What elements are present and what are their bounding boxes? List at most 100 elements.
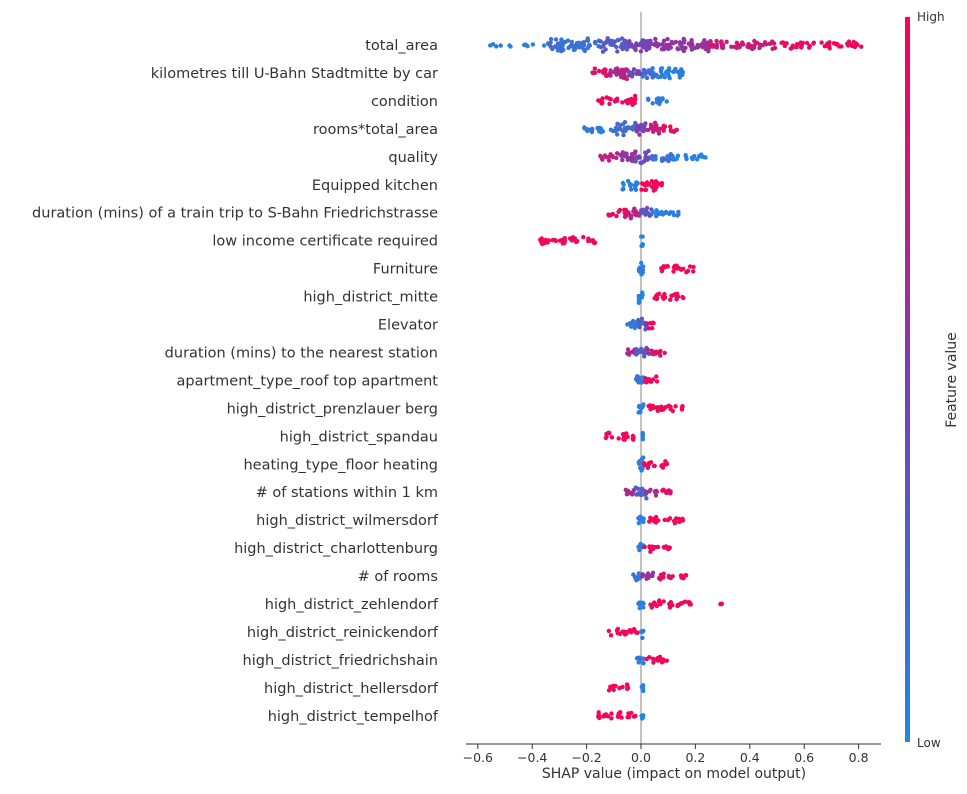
data-point bbox=[640, 574, 645, 579]
data-point bbox=[634, 129, 639, 134]
data-point bbox=[655, 209, 660, 215]
data-point bbox=[540, 241, 545, 247]
data-point bbox=[699, 152, 704, 157]
data-point bbox=[650, 210, 655, 215]
data-point bbox=[668, 297, 673, 302]
data-point bbox=[593, 41, 598, 46]
data-point bbox=[691, 269, 696, 274]
feature-label: low income certificate required bbox=[212, 234, 438, 250]
data-point bbox=[651, 660, 656, 665]
data-point bbox=[649, 68, 654, 73]
data-point bbox=[622, 44, 627, 49]
data-point bbox=[673, 520, 678, 525]
data-point bbox=[606, 158, 612, 163]
data-point bbox=[626, 69, 631, 74]
data-point bbox=[637, 154, 642, 160]
data-point bbox=[677, 75, 682, 80]
data-point bbox=[827, 40, 832, 45]
data-point bbox=[656, 656, 661, 661]
data-point bbox=[573, 239, 579, 245]
data-point bbox=[673, 66, 678, 72]
data-point bbox=[668, 491, 673, 496]
data-point bbox=[641, 71, 646, 76]
data-point bbox=[674, 294, 680, 299]
data-point bbox=[561, 47, 566, 53]
data-point bbox=[603, 712, 609, 717]
data-point bbox=[845, 41, 850, 46]
data-point bbox=[849, 42, 854, 48]
feature-label: kilometres till U-Bahn Stadtmitte by car bbox=[151, 66, 438, 82]
x-tick-label: 0.0 bbox=[631, 750, 651, 765]
data-point bbox=[639, 468, 644, 473]
data-point bbox=[639, 379, 644, 384]
data-point bbox=[650, 326, 655, 331]
data-point bbox=[662, 350, 667, 356]
data-point bbox=[660, 488, 665, 493]
feature-label: high_district_zehlendorf bbox=[265, 597, 439, 613]
data-point bbox=[674, 156, 679, 162]
data-point bbox=[658, 99, 663, 104]
data-point bbox=[621, 186, 626, 192]
data-point bbox=[770, 39, 775, 44]
feature-row-points bbox=[636, 402, 685, 415]
data-point bbox=[647, 46, 652, 51]
data-point bbox=[839, 44, 844, 49]
data-point bbox=[680, 518, 685, 523]
feature-label: high_district_mitte bbox=[303, 290, 438, 306]
data-point bbox=[635, 374, 640, 379]
data-point bbox=[598, 39, 603, 44]
data-point bbox=[631, 572, 636, 577]
data-point bbox=[663, 459, 668, 464]
data-point bbox=[609, 711, 614, 716]
feature-row-points bbox=[631, 570, 689, 583]
data-point bbox=[662, 517, 667, 523]
x-tick-label: −0.2 bbox=[571, 750, 601, 765]
data-point bbox=[640, 685, 646, 690]
data-point bbox=[648, 602, 653, 607]
data-point bbox=[669, 39, 674, 45]
data-point bbox=[633, 713, 638, 719]
data-point bbox=[640, 243, 645, 248]
data-point bbox=[702, 38, 707, 43]
data-point bbox=[788, 46, 793, 51]
data-point bbox=[681, 40, 686, 45]
data-point bbox=[661, 599, 666, 604]
data-point bbox=[625, 686, 631, 691]
data-point bbox=[656, 127, 661, 132]
colorbar-gradient bbox=[905, 17, 910, 742]
data-point bbox=[661, 125, 667, 131]
data-point bbox=[724, 39, 729, 44]
data-point bbox=[667, 605, 673, 610]
data-point bbox=[624, 431, 629, 436]
data-point bbox=[648, 515, 653, 520]
data-point bbox=[665, 36, 670, 42]
colorbar: High Low Feature value bbox=[905, 10, 960, 750]
data-point bbox=[663, 405, 668, 410]
data-point bbox=[646, 182, 651, 187]
data-point bbox=[639, 544, 644, 549]
data-point bbox=[629, 74, 635, 79]
data-point bbox=[732, 44, 737, 49]
data-point bbox=[638, 601, 643, 606]
data-point bbox=[607, 431, 612, 436]
data-point bbox=[596, 714, 601, 719]
data-point bbox=[640, 486, 645, 492]
data-point bbox=[634, 352, 639, 357]
data-point bbox=[692, 153, 697, 159]
data-point bbox=[670, 408, 675, 414]
data-point bbox=[546, 238, 551, 243]
data-point bbox=[656, 74, 661, 80]
data-point bbox=[689, 38, 694, 43]
data-point bbox=[684, 270, 689, 275]
data-point bbox=[608, 212, 613, 218]
data-point bbox=[636, 380, 641, 385]
data-point bbox=[615, 68, 620, 73]
data-point bbox=[596, 710, 601, 715]
data-point bbox=[651, 321, 656, 326]
data-point bbox=[643, 187, 649, 192]
data-point bbox=[639, 405, 644, 410]
data-point bbox=[592, 66, 598, 71]
data-point bbox=[643, 154, 648, 160]
data-point bbox=[637, 605, 642, 611]
